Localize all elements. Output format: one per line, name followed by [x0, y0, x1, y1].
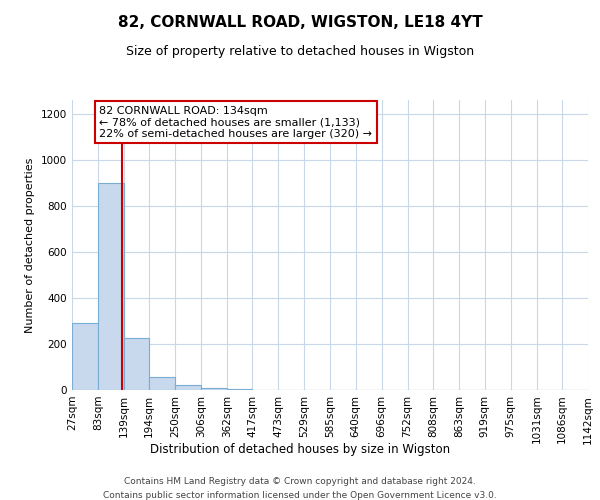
Bar [201, 388, 227, 390]
Text: 82 CORNWALL ROAD: 134sqm
← 78% of detached houses are smaller (1,133)
22% of sem: 82 CORNWALL ROAD: 134sqm ← 78% of detach… [100, 106, 373, 139]
Text: Contains public sector information licensed under the Open Government Licence v3: Contains public sector information licen… [103, 491, 497, 500]
Text: Size of property relative to detached houses in Wigston: Size of property relative to detached ho… [126, 45, 474, 58]
Text: 82, CORNWALL ROAD, WIGSTON, LE18 4YT: 82, CORNWALL ROAD, WIGSTON, LE18 4YT [118, 15, 482, 30]
Text: Contains HM Land Registry data © Crown copyright and database right 2024.: Contains HM Land Registry data © Crown c… [124, 478, 476, 486]
Bar [149, 378, 175, 390]
Bar [124, 338, 149, 390]
Bar [98, 183, 124, 390]
Bar [72, 324, 98, 390]
Text: Distribution of detached houses by size in Wigston: Distribution of detached houses by size … [150, 442, 450, 456]
Y-axis label: Number of detached properties: Number of detached properties [25, 158, 35, 332]
Bar [175, 386, 201, 390]
